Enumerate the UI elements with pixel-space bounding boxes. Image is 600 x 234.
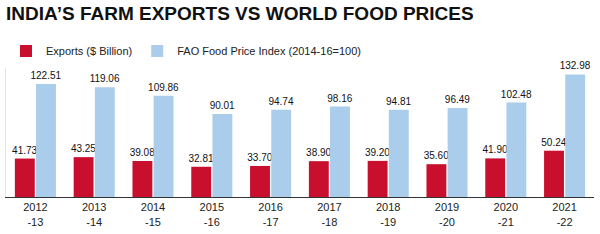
svg-text:2014-15: 2014-15: [141, 201, 165, 227]
svg-text:122.51: 122.51: [30, 70, 61, 81]
svg-text:119.06: 119.06: [90, 73, 120, 84]
svg-text:35.60: 35.60: [424, 150, 449, 161]
svg-text:2012-13: 2012-13: [23, 201, 47, 227]
svg-text:Exports ($ Billion): Exports ($ Billion): [46, 45, 132, 57]
svg-text:109.86: 109.86: [148, 82, 179, 93]
svg-text:39.08: 39.08: [130, 147, 155, 158]
svg-text:2016-17: 2016-17: [258, 201, 282, 227]
svg-text:FAO Food Price Index (2014-16=: FAO Food Price Index (2014-16=100): [177, 45, 361, 57]
svg-text:41.73: 41.73: [12, 145, 37, 156]
svg-text:2020-21: 2020-21: [494, 201, 518, 227]
svg-text:33.70: 33.70: [247, 152, 272, 163]
svg-text:2015-16: 2015-16: [200, 201, 224, 227]
svg-text:2018-19: 2018-19: [376, 201, 400, 227]
svg-text:94.74: 94.74: [268, 96, 293, 107]
svg-text:2019-20: 2019-20: [435, 201, 459, 227]
svg-text:132.98: 132.98: [560, 60, 591, 71]
svg-text:43.25: 43.25: [71, 143, 96, 154]
svg-text:INDIA’S FARM EXPORTS VS WORLD: INDIA’S FARM EXPORTS VS WORLD FOOD PRICE…: [6, 3, 474, 24]
svg-text:41.90: 41.90: [482, 144, 507, 155]
svg-text:39.20: 39.20: [365, 147, 390, 158]
svg-text:102.48: 102.48: [501, 89, 532, 100]
svg-text:90.01: 90.01: [210, 100, 235, 111]
svg-text:98.16: 98.16: [327, 93, 352, 104]
svg-text:2017-18: 2017-18: [317, 201, 341, 227]
svg-text:50.24: 50.24: [541, 137, 566, 148]
svg-text:2013-14: 2013-14: [82, 201, 106, 227]
svg-text:94.81: 94.81: [386, 96, 411, 107]
svg-text:32.81: 32.81: [188, 153, 213, 164]
svg-text:2021-22: 2021-22: [552, 201, 576, 227]
svg-text:38.90: 38.90: [306, 147, 331, 158]
svg-text:96.49: 96.49: [445, 94, 470, 105]
